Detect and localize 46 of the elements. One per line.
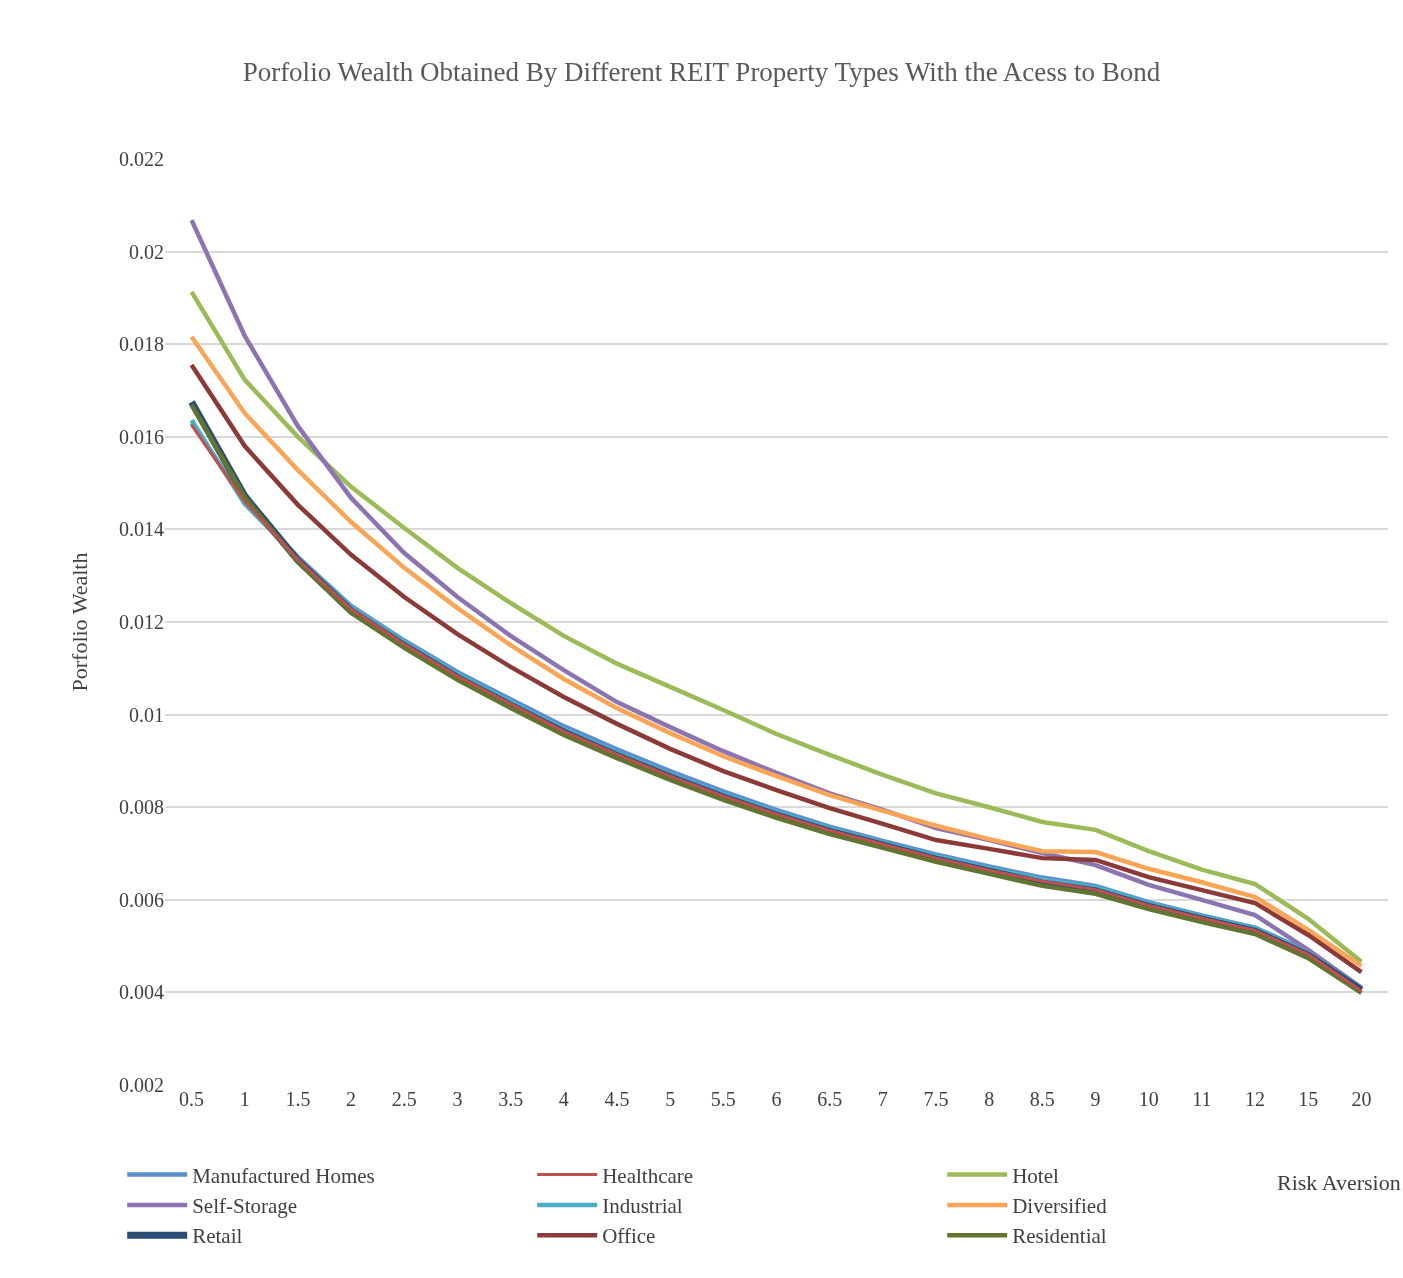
x-tick-label: 3 — [452, 1088, 463, 1110]
x-tick-label: 20 — [1351, 1088, 1372, 1110]
x-tick-label: 9 — [1090, 1088, 1101, 1110]
y-tick-label: 0.006 — [119, 888, 164, 911]
legend-label: Retail — [192, 1224, 243, 1249]
legend-label: Office — [602, 1224, 656, 1249]
y-tick-label: 0.008 — [119, 796, 164, 819]
x-tick-label: 8 — [984, 1088, 995, 1110]
legend-label: Self-Storage — [192, 1194, 298, 1219]
x-axis-title: Risk Aversion — [1277, 1170, 1401, 1195]
y-tick-label: 0.01 — [129, 703, 164, 726]
y-tick-label: 0.02 — [129, 240, 164, 263]
x-tick-label: 3.5 — [498, 1088, 524, 1110]
x-tick-label: 6 — [771, 1088, 782, 1110]
x-tick-label: 7.5 — [923, 1088, 949, 1110]
x-tick-label: 2 — [346, 1088, 357, 1110]
y-axis-title: Porfolio Wealth — [66, 552, 92, 692]
x-tick-label: 4.5 — [604, 1088, 630, 1110]
legend-label: Healthcare — [602, 1163, 694, 1188]
x-tick-label: 2.5 — [391, 1088, 417, 1110]
y-tick-label: 0.002 — [119, 1074, 164, 1096]
x-tick-label: 0.5 — [179, 1088, 205, 1110]
legend-label: Manufactured Homes — [192, 1163, 375, 1188]
x-tick-label: 5.5 — [710, 1088, 736, 1110]
legend-label: Residential — [1012, 1224, 1107, 1249]
x-tick-label: 5 — [665, 1088, 676, 1110]
x-tick-label: 8.5 — [1029, 1088, 1055, 1110]
x-tick-label: 1 — [239, 1088, 250, 1110]
y-tick-label: 0.016 — [119, 425, 164, 448]
x-tick-label: 7 — [877, 1088, 888, 1110]
y-tick-label: 0.022 — [119, 148, 164, 170]
x-tick-label: 10 — [1138, 1088, 1159, 1110]
x-tick-label: 1.5 — [285, 1088, 311, 1110]
chart-title: Porfolio Wealth Obtained By Different REIT Property Types With the Acess to Bond — [242, 57, 1161, 88]
legend-label: Industrial — [602, 1194, 683, 1219]
legend-label: Diversified — [1012, 1194, 1108, 1219]
x-tick-label: 15 — [1298, 1088, 1319, 1110]
x-tick-label: 11 — [1192, 1088, 1212, 1110]
y-tick-label: 0.004 — [119, 981, 164, 1004]
legend-label: Hotel — [1012, 1163, 1060, 1188]
x-tick-label: 6.5 — [817, 1088, 843, 1110]
x-tick-label: 12 — [1245, 1088, 1266, 1110]
y-tick-label: 0.014 — [119, 518, 164, 541]
y-tick-label: 0.018 — [119, 333, 164, 356]
y-tick-label: 0.012 — [119, 611, 164, 633]
x-tick-label: 4 — [558, 1088, 569, 1110]
